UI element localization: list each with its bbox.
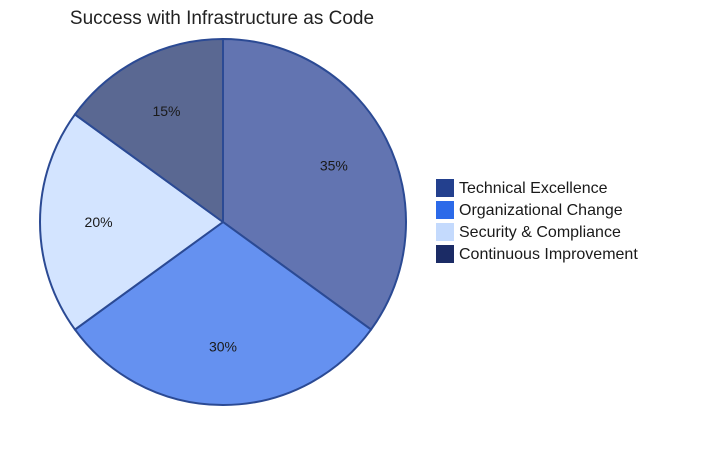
pie-slice (39, 113, 224, 331)
pie-slice (222, 38, 407, 331)
legend-swatch (436, 245, 454, 263)
slice-label: 30% (209, 338, 237, 354)
pie-slice (73, 221, 373, 406)
slice-label: 15% (152, 103, 180, 119)
pie-slices (39, 38, 407, 406)
legend-swatch (436, 201, 454, 219)
legend-label: Security & Compliance (459, 224, 621, 241)
legend-label: Organizational Change (459, 202, 623, 219)
slice-label: 20% (85, 214, 113, 230)
legend-label: Technical Excellence (459, 180, 608, 197)
legend-swatch (436, 179, 454, 197)
chart-title: Success with Infrastructure as Code (70, 8, 374, 29)
slice-label: 35% (320, 158, 348, 174)
legend-swatch (436, 223, 454, 241)
pie-slice-labels: 35% 30% 20% 15% (85, 103, 348, 354)
pie-slice (73, 38, 224, 223)
legend: Technical Excellence Organizational Chang… (436, 179, 638, 263)
legend-label: Continuous Improvement (459, 246, 638, 263)
